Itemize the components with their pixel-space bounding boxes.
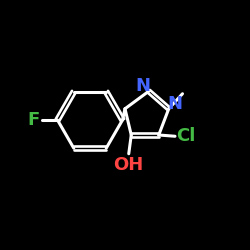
Text: Cl: Cl [176, 127, 196, 145]
Text: N: N [135, 77, 150, 95]
Text: F: F [28, 111, 40, 129]
Text: OH: OH [114, 156, 144, 174]
Text: N: N [168, 95, 182, 113]
